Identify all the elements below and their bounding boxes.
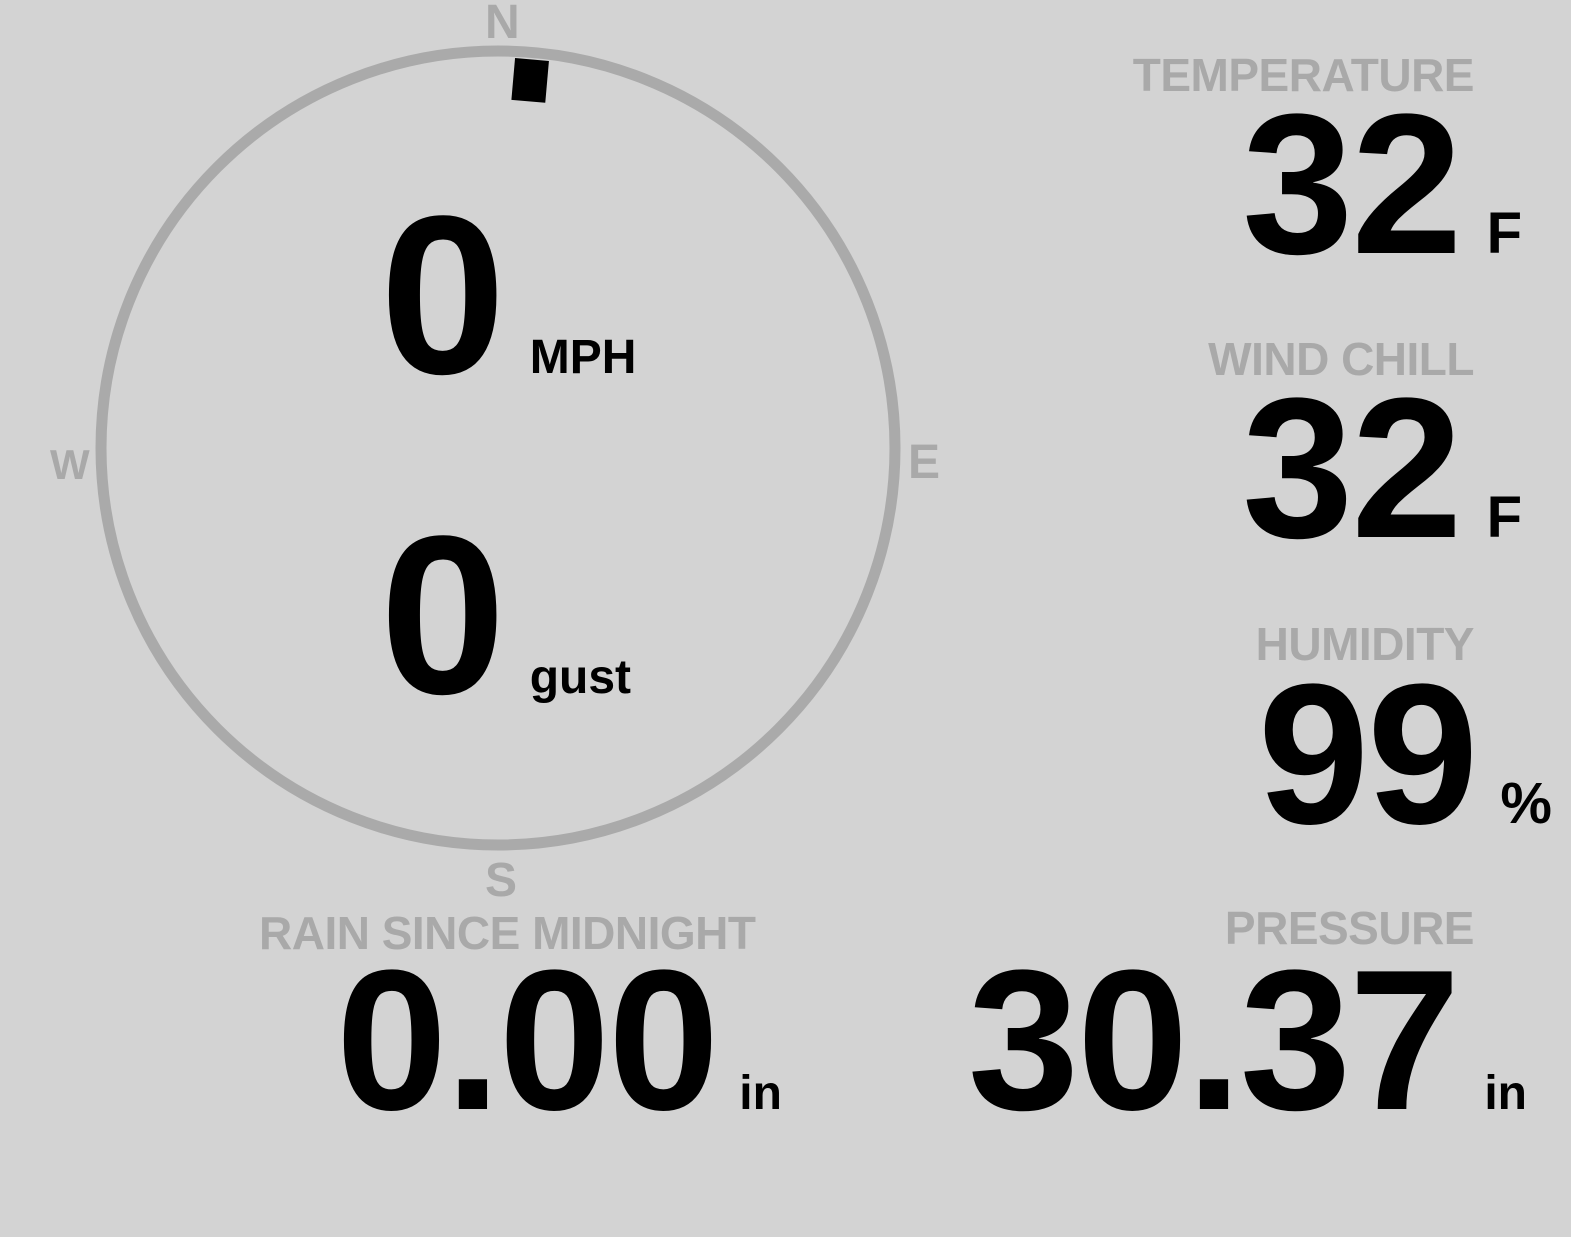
wind-chill-unit: F <box>1486 485 1522 550</box>
compass-south: S <box>485 854 518 907</box>
wind-direction-indicator <box>511 58 549 103</box>
humidity-value: 99 <box>1257 643 1478 866</box>
rain-value: 0.00 <box>336 929 719 1152</box>
compass-ring <box>95 45 901 851</box>
temperature-label: TEMPERATURE <box>1132 49 1475 101</box>
temperature-value: 32 <box>1242 73 1462 296</box>
compass-north: N <box>485 0 520 49</box>
wind-gust-value: 0 <box>380 488 506 741</box>
pressure: 30.37 in <box>967 929 1527 1152</box>
wind-chill: 32 F <box>1242 357 1522 580</box>
temperature: 32 F <box>1242 73 1522 296</box>
compass-west: W <box>50 441 90 488</box>
wind-speed-unit: MPH <box>529 331 637 384</box>
rain-label: RAIN SINCE MIDNIGHT <box>259 907 756 959</box>
wind-chill-value: 32 <box>1242 357 1462 580</box>
wind-chill-label: WIND CHILL <box>1208 333 1474 385</box>
wind-gust-unit: gust <box>529 651 632 704</box>
pressure-label: PRESSURE <box>1224 902 1475 954</box>
rain: 0.00 in <box>336 929 782 1152</box>
wind-speed-value: 0 <box>380 168 506 421</box>
compass-east: E <box>908 436 941 489</box>
temperature-unit: F <box>1486 201 1522 266</box>
humidity-label: HUMIDITY <box>1255 618 1475 670</box>
wind-compass <box>95 45 901 851</box>
humidity: 99 % <box>1257 643 1552 866</box>
humidity-unit: % <box>1500 771 1552 836</box>
rain-unit: in <box>739 1067 782 1120</box>
pressure-value: 30.37 <box>967 929 1460 1152</box>
pressure-unit: in <box>1484 1067 1527 1120</box>
wind-gust: 0 gust <box>380 488 632 741</box>
wind-speed: 0 MPH <box>380 168 637 421</box>
